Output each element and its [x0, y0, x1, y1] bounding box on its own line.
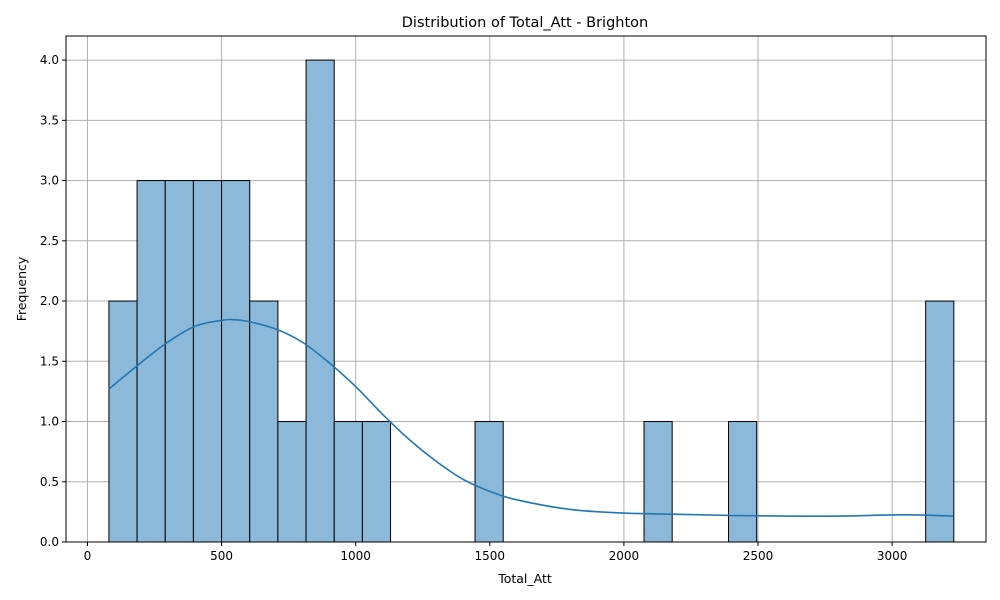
plot-frame — [65, 35, 987, 543]
y-tick-label: 1.5 — [40, 354, 59, 368]
histogram-bar — [728, 421, 758, 543]
y-tick-label: 2.0 — [40, 294, 59, 308]
histogram-bar — [361, 421, 392, 543]
y-tick-label: 1.0 — [40, 415, 59, 429]
x-axis-ticks: 0 500 1000 1500 2000 2500 3000 — [84, 542, 908, 563]
x-tick-label: 500 — [210, 549, 233, 563]
x-tick-label: 0 — [84, 549, 92, 563]
chart-title: Distribution of Total_Att - Brighton — [402, 15, 648, 31]
x-tick-label: 1000 — [340, 549, 371, 563]
y-tick-label: 3.5 — [40, 113, 59, 127]
y-tick-label: 0.5 — [40, 475, 59, 489]
histogram-bar — [249, 300, 279, 543]
y-axis-ticks: 0.0 0.5 1.0 1.5 2.0 2.5 3.0 3.5 4.0 — [40, 53, 66, 549]
x-axis-label: Total_Att — [497, 571, 552, 586]
histogram-bar — [108, 300, 138, 543]
x-tick-label: 1500 — [475, 549, 506, 563]
y-tick-label: 0.0 — [40, 535, 59, 549]
histogram-bar — [164, 180, 194, 543]
x-tick-label: 3000 — [877, 549, 908, 563]
y-tick-label: 2.5 — [40, 234, 59, 248]
histogram-bar — [277, 421, 307, 543]
histogram-bars — [108, 59, 955, 543]
histogram-bar — [474, 421, 504, 543]
y-tick-label: 4.0 — [40, 53, 59, 67]
histogram-bar — [221, 180, 251, 543]
histogram-bar — [643, 421, 673, 543]
histogram-bar — [333, 421, 363, 543]
x-tick-label: 2000 — [609, 549, 640, 563]
y-axis-label: Frequency — [14, 256, 29, 321]
histogram-bar — [192, 180, 223, 543]
histogram-bar — [305, 59, 335, 543]
histogram-bar — [136, 180, 166, 543]
kde-curve-layer — [108, 318, 954, 518]
y-tick-label: 3.0 — [40, 174, 59, 188]
kde-curve — [108, 318, 954, 518]
x-tick-label: 2500 — [743, 549, 774, 563]
histogram-bar — [925, 300, 955, 543]
